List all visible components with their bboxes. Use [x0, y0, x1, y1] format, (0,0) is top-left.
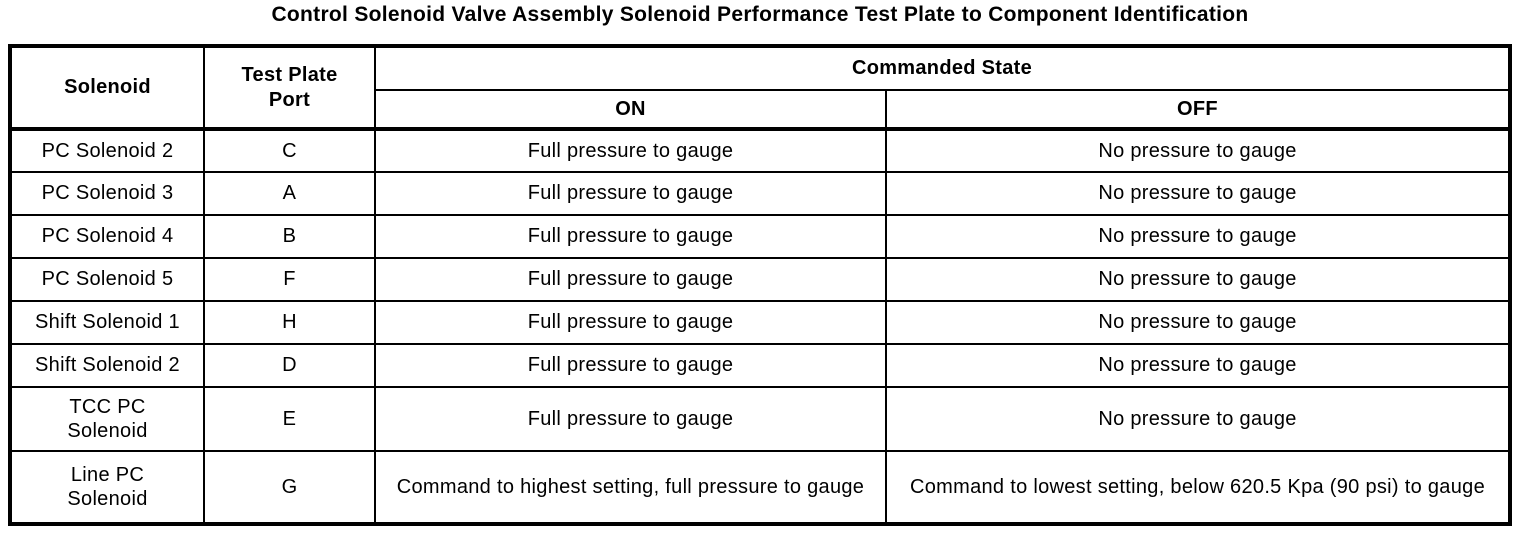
header-solenoid: Solenoid — [9, 45, 205, 131]
port-cell: C — [203, 128, 376, 173]
on-state-cell: Full pressure to gauge — [374, 128, 887, 173]
solenoid-cell: Shift Solenoid 2 — [9, 343, 205, 388]
on-state-cell: Command to highest setting, full pressur… — [374, 450, 887, 525]
table-row: Shift Solenoid 2 D Full pressure to gaug… — [9, 343, 1511, 388]
header-commanded-state: Commanded State — [374, 45, 1511, 91]
solenoid-cell: Line PC Solenoid — [9, 450, 205, 525]
table-row: PC Solenoid 2 C Full pressure to gauge N… — [9, 128, 1511, 173]
table-body: PC Solenoid 2 C Full pressure to gauge N… — [9, 128, 1511, 525]
on-state-cell: Full pressure to gauge — [374, 343, 887, 388]
off-state-cell: No pressure to gauge — [885, 128, 1511, 173]
header-off: OFF — [885, 89, 1511, 131]
on-state-cell: Full pressure to gauge — [374, 214, 887, 259]
header-on: ON — [374, 89, 887, 131]
table-row: Line PC Solenoid G Command to highest se… — [9, 450, 1511, 525]
off-state-cell: No pressure to gauge — [885, 386, 1511, 452]
off-state-cell: No pressure to gauge — [885, 300, 1511, 345]
port-cell: A — [203, 171, 376, 216]
on-state-cell: Full pressure to gauge — [374, 257, 887, 302]
table-row: PC Solenoid 4 B Full pressure to gauge N… — [9, 214, 1511, 259]
table-row: Shift Solenoid 1 H Full pressure to gaug… — [9, 300, 1511, 345]
solenoid-cell: PC Solenoid 4 — [9, 214, 205, 259]
off-state-cell: No pressure to gauge — [885, 171, 1511, 216]
table-row: PC Solenoid 3 A Full pressure to gauge N… — [9, 171, 1511, 216]
header-row-top: Solenoid Test Plate Port Commanded State — [9, 45, 1511, 131]
page-title: Control Solenoid Valve Assembly Solenoid… — [271, 3, 1249, 26]
solenoid-cell: TCC PC Solenoid — [9, 386, 205, 452]
header-test-plate-port: Test Plate Port — [203, 45, 376, 131]
solenoid-cell: Shift Solenoid 1 — [9, 300, 205, 345]
port-cell: F — [203, 257, 376, 302]
table-row: TCC PC Solenoid E Full pressure to gauge… — [9, 386, 1511, 452]
port-cell: E — [203, 386, 376, 452]
off-state-cell: No pressure to gauge — [885, 214, 1511, 259]
port-cell: G — [203, 450, 376, 525]
solenoid-test-plate-table: Solenoid Test Plate Port Commanded State… — [8, 44, 1512, 526]
table-header: Solenoid Test Plate Port Commanded State… — [9, 45, 1511, 131]
on-state-cell: Full pressure to gauge — [374, 386, 887, 452]
off-state-cell: Command to lowest setting, below 620.5 K… — [885, 450, 1511, 525]
port-cell: D — [203, 343, 376, 388]
solenoid-cell: PC Solenoid 2 — [9, 128, 205, 173]
on-state-cell: Full pressure to gauge — [374, 300, 887, 345]
on-state-cell: Full pressure to gauge — [374, 171, 887, 216]
solenoid-cell: PC Solenoid 3 — [9, 171, 205, 216]
solenoid-cell: PC Solenoid 5 — [9, 257, 205, 302]
port-cell: B — [203, 214, 376, 259]
off-state-cell: No pressure to gauge — [885, 257, 1511, 302]
header-row-sub: ON OFF — [10, 89, 1511, 131]
table-row: PC Solenoid 5 F Full pressure to gauge N… — [9, 257, 1511, 302]
port-cell: H — [203, 300, 376, 345]
off-state-cell: No pressure to gauge — [885, 343, 1511, 388]
